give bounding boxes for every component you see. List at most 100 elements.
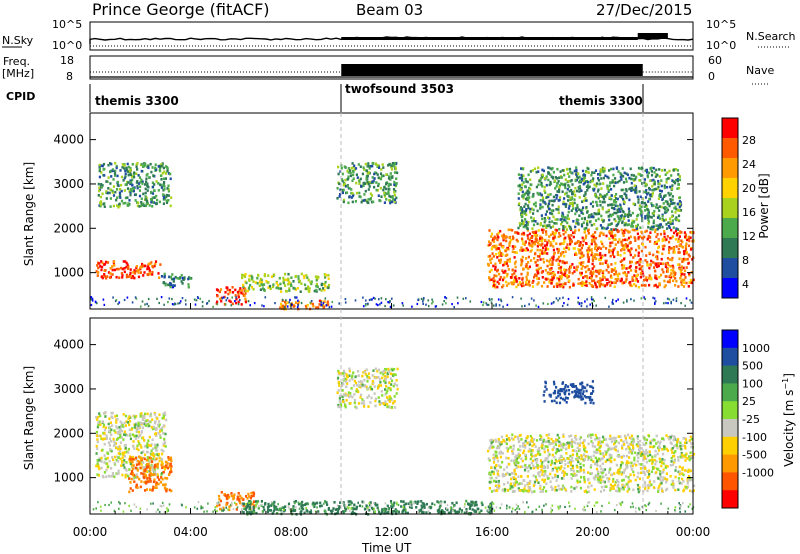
data-cell: [249, 507, 252, 510]
data-cell: [181, 282, 184, 285]
data-cell: [366, 387, 369, 390]
data-cell: [137, 182, 141, 185]
data-cell: [601, 200, 604, 204]
data-cell: [544, 445, 547, 448]
data-cell: [528, 200, 531, 204]
data-cell: [362, 166, 365, 169]
data-cell: [630, 189, 633, 192]
data-cell: [337, 165, 340, 169]
data-cell: [527, 280, 531, 284]
data-cell: [624, 177, 628, 181]
data-cell: [226, 286, 229, 290]
data-cell: [521, 239, 524, 242]
data-cell: [582, 199, 585, 203]
data-cell: [553, 236, 557, 239]
data-cell: [250, 510, 253, 514]
data-cell: [331, 509, 334, 513]
data-cell: [146, 456, 149, 459]
data-cell: [644, 184, 647, 188]
data-cell: [585, 206, 588, 209]
data-cell: [527, 267, 530, 270]
data-cell: [358, 384, 361, 387]
data-cell: [541, 168, 544, 172]
data-cell: [342, 198, 346, 202]
data-cell: [659, 223, 662, 226]
data-cell: [328, 306, 331, 309]
data-cell: [589, 303, 591, 306]
data-cell: [504, 440, 507, 444]
data-cell: [276, 512, 279, 515]
data-cell: [568, 270, 571, 274]
data-cell: [162, 202, 165, 205]
data-cell: [687, 237, 691, 241]
data-cell: [374, 367, 377, 371]
data-cell: [572, 235, 575, 239]
data-cell: [567, 199, 570, 202]
data-cell: [645, 460, 648, 464]
data-cell: [675, 216, 678, 219]
data-cell: [354, 167, 358, 170]
data-cell: [576, 458, 579, 462]
data-cell: [393, 198, 397, 201]
data-cell: [622, 217, 626, 220]
data-cell: [194, 303, 197, 306]
data-cell: [551, 230, 554, 234]
data-cell: [120, 272, 123, 275]
data-cell: [546, 224, 549, 227]
data-cell: [569, 202, 572, 206]
data-cell: [519, 207, 522, 211]
data-cell: [595, 249, 599, 252]
data-cell: [684, 233, 687, 236]
data-cell: [635, 248, 638, 252]
data-cell: [617, 298, 619, 301]
data-cell: [536, 449, 539, 452]
data-cell: [158, 200, 161, 204]
data-cell: [367, 376, 371, 379]
data-cell: [232, 495, 235, 499]
data-cell: [512, 236, 515, 240]
data-cell: [640, 230, 643, 234]
data-cell: [142, 456, 145, 460]
data-cell: [297, 275, 300, 278]
data-cell: [269, 287, 272, 291]
data-cell: [475, 503, 478, 507]
data-cell: [551, 176, 555, 180]
data-cell: [337, 376, 340, 380]
data-cell: [663, 230, 666, 233]
data-cell: [508, 260, 511, 263]
data-cell: [631, 278, 634, 281]
data-cell: [643, 465, 646, 468]
data-cell: [183, 276, 186, 279]
data-cell: [165, 460, 168, 464]
data-cell: [626, 490, 629, 493]
data-cell: [586, 490, 589, 494]
data-cell: [611, 301, 614, 304]
data-cell: [136, 475, 139, 479]
data-cell: [234, 294, 237, 297]
data-cell: [391, 297, 393, 300]
data-cell: [146, 419, 149, 422]
data-cell: [578, 208, 581, 211]
data-cell: [622, 181, 626, 184]
data-cell: [146, 182, 149, 186]
data-cell: [121, 276, 124, 279]
data-cell: [530, 461, 533, 465]
data-cell: [670, 300, 672, 303]
data-cell: [148, 270, 151, 274]
data-cell: [648, 274, 651, 277]
data-cell: [315, 278, 318, 282]
data-cell: [577, 223, 580, 226]
data-cell: [303, 283, 307, 287]
data-cell: [527, 450, 530, 453]
data-cell: [630, 260, 633, 264]
data-cell: [578, 302, 581, 305]
data-cell: [148, 269, 151, 272]
data-cell: [162, 412, 165, 416]
data-cell: [140, 412, 143, 415]
data-cell: [222, 296, 225, 299]
data-cell: [114, 174, 117, 177]
data-cell: [520, 167, 523, 170]
data-cell: [614, 281, 617, 285]
data-cell: [251, 277, 254, 280]
data-cell: [545, 233, 548, 236]
